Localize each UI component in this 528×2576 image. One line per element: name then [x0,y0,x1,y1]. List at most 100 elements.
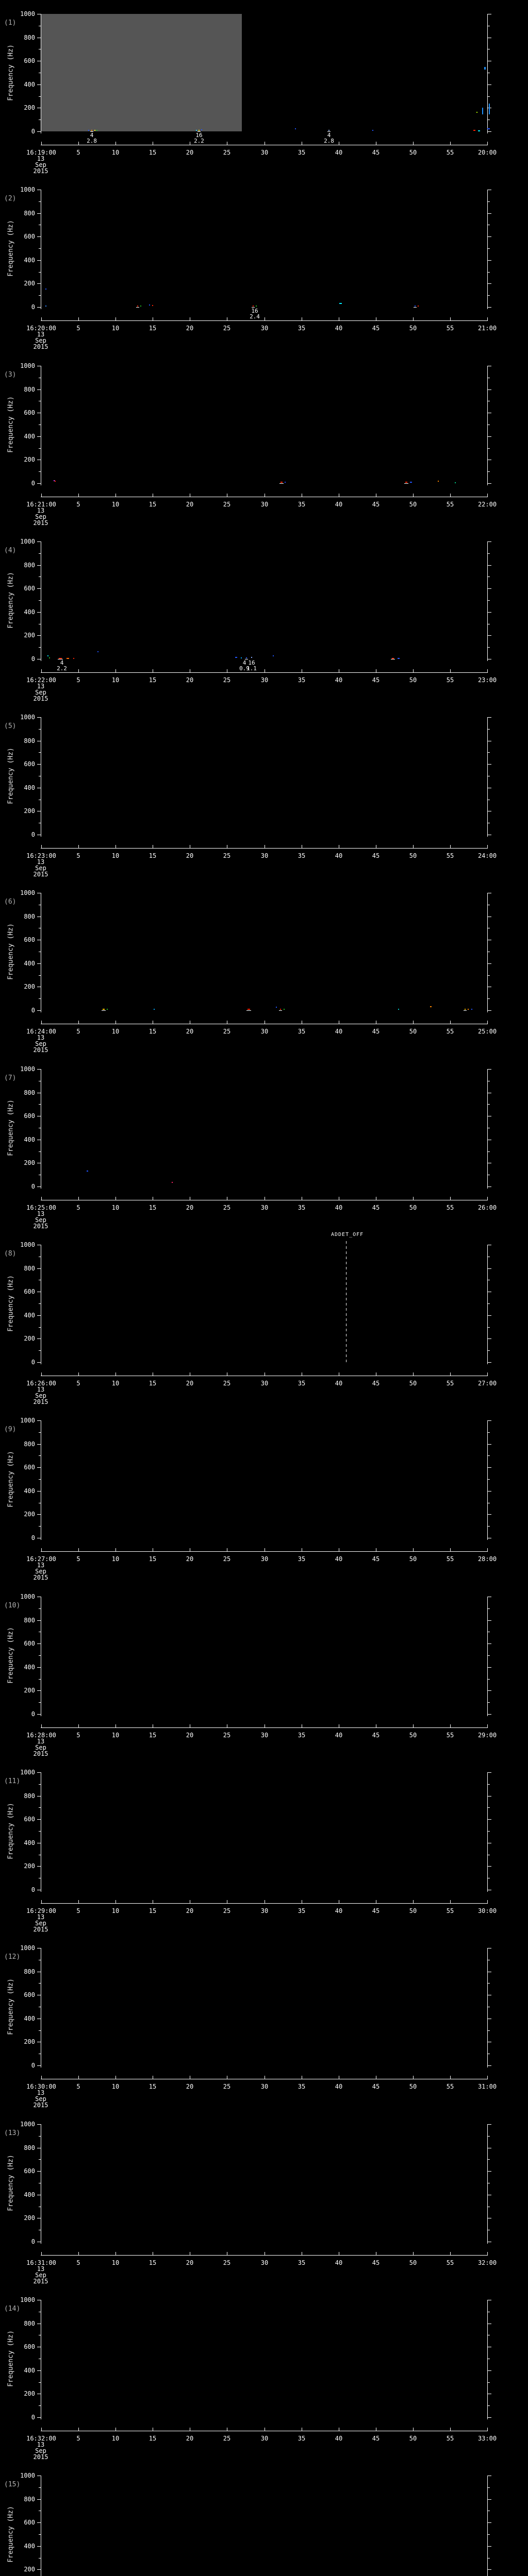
y-tick [37,1667,41,1668]
y-tick-label: 1000 [20,1241,35,1248]
date-label: 2015 [33,1574,48,1581]
y-axis-right-spine [487,1069,488,1189]
end-time-label: 20:00 [477,149,497,156]
x-tick-label: 55 [446,325,454,332]
detection-speck [45,306,46,307]
y-tick [37,764,41,765]
date-label: 2015 [33,519,48,527]
x-tick-label: 45 [372,2259,380,2266]
y-axis-title: Frequency (Hz) [7,572,15,629]
y-tick [37,1690,41,1691]
y-tick-right [488,2030,490,2031]
date-label: 2015 [33,2102,48,2109]
y-tick-right [488,1455,490,1456]
y-tick [39,2405,41,2406]
event-marker-bottom-label: 0.9 [239,665,250,672]
x-tick-label: 30 [260,1204,269,1211]
y-tick [37,588,41,589]
detection-speck [418,306,419,307]
detection-speck [468,1009,469,1010]
y-tick-right [488,2569,491,2570]
detection-speck [487,128,490,129]
x-tick-label: 25 [223,1028,231,1035]
y-tick [37,541,41,542]
x-tick [41,317,42,320]
x-tick [487,669,488,672]
y-tick [39,1455,41,1456]
x-tick [78,494,79,497]
x-tick [78,1900,79,1903]
x-tick-label: 45 [372,852,380,859]
y-tick [37,1338,41,1339]
y-tick-label: 1000 [20,1944,35,1952]
y-tick-label: 0 [31,1534,35,1541]
y-axis-title: Frequency (Hz) [7,923,15,980]
y-tick-label: 600 [24,585,35,592]
y-tick-label: 0 [31,1710,35,1718]
date-label: 13 [37,2265,45,2273]
spectrogram-panel: (10) Frequency (Hz) 0 200 400 600 800 1000 16:28… [0,1583,528,1758]
x-tick-label: 25 [223,2083,231,2090]
y-tick-label: 1000 [20,186,35,193]
x-tick-label: 30 [260,676,269,684]
y-tick-right [488,1268,491,1269]
date-label: 13 [37,1562,45,1569]
x-tick-label: 40 [335,1907,343,1914]
date-label: Sep [35,2095,46,2103]
y-axis-title: Frequency (Hz) [7,1451,15,1507]
date-label: Sep [35,1216,46,1224]
x-tick-label: 55 [446,2259,454,2266]
date-label: 2015 [33,1750,48,1757]
x-tick [450,1197,451,1200]
x-tick-label: 50 [409,2083,417,2090]
x-tick [78,1548,79,1551]
y-axis-right-spine [487,2476,488,2576]
detection-speck [55,481,56,482]
y-tick [37,2124,41,2125]
x-tick-label: 10 [111,325,120,332]
y-tick-label: 200 [24,632,35,639]
x-tick-label: 20 [186,2083,194,2090]
date-label: Sep [35,1744,46,1751]
y-tick-right [488,1327,490,1328]
y-tick-label: 800 [24,913,35,920]
x-tick-label: 35 [298,2435,306,2442]
y-tick [37,1268,41,1269]
date-label: 13 [37,1386,45,1393]
x-tick [78,2252,79,2255]
x-tick [450,142,451,145]
y-tick-label: 600 [24,2343,35,2350]
y-tick-right [488,1643,491,1644]
spectrogram-panel: (12) Frequency (Hz) 0 200 400 600 800 1000 16:30… [0,1934,528,2110]
x-tick-label: 10 [111,2259,120,2266]
y-tick-label: 0 [31,480,35,487]
x-tick [78,142,79,145]
x-tick [41,845,42,848]
y-tick [39,201,41,202]
y-tick [37,2065,41,2066]
detection-speck [140,306,141,307]
x-tick-label: 30 [260,501,269,508]
x-tick-label: 50 [409,1555,417,1563]
y-tick-right [488,1831,490,1832]
start-time-label: 16:29:00 [26,1907,56,1914]
y-axis-right-spine [487,14,488,133]
y-tick [37,612,41,613]
x-tick-label: 10 [111,1380,120,1387]
x-tick-label: 35 [298,1732,306,1739]
y-tick-right [488,1444,491,1445]
y-tick-label: 600 [24,2167,35,2175]
y-tick-right [488,729,490,730]
date-label: 13 [37,155,45,162]
x-tick-label: 45 [372,1907,380,1914]
detection-speck [256,306,257,307]
y-axis-title: Frequency (Hz) [7,2330,15,2387]
y-tick-right [488,2487,490,2488]
detection-speck [438,481,439,482]
y-tick-right [488,1620,491,1621]
y-tick [37,2171,41,2172]
x-tick-label: 5 [76,325,80,332]
y-tick [37,1714,41,1715]
y-tick [37,1620,41,1621]
detection-underline [90,131,93,132]
